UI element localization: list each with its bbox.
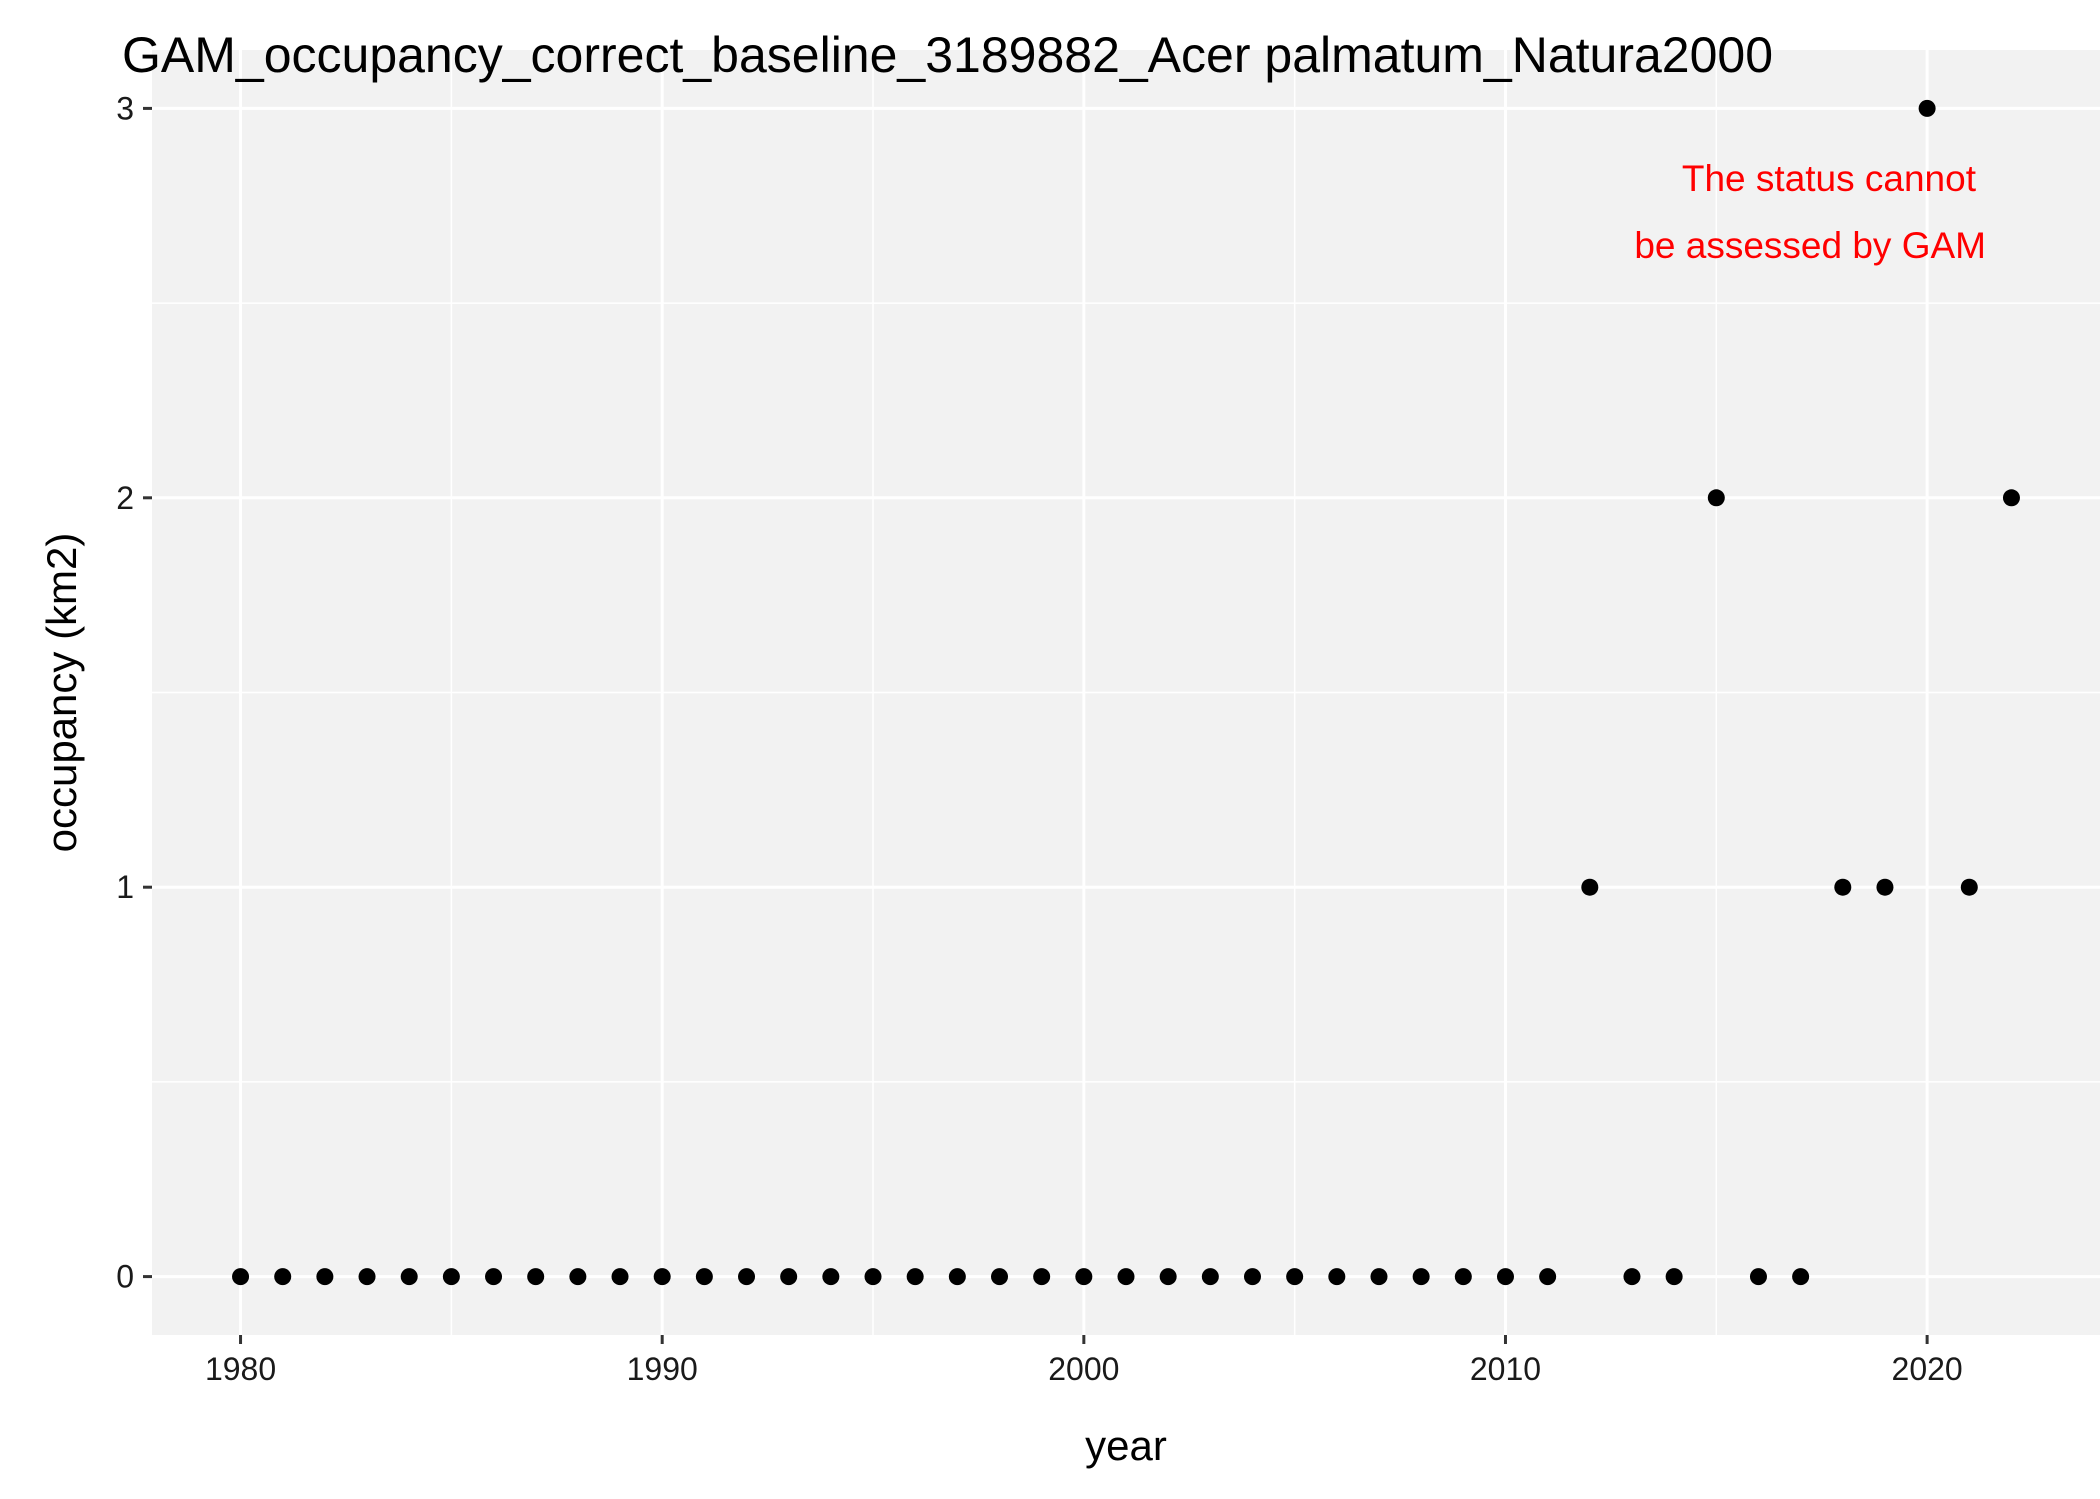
data-point [358, 1268, 376, 1286]
data-point [1075, 1268, 1093, 1286]
data-point [1201, 1268, 1219, 1286]
data-point [991, 1268, 1009, 1286]
data-point [695, 1268, 713, 1286]
annotation-line-1: The status cannot [1682, 158, 1977, 199]
data-point [527, 1268, 545, 1286]
data-point [1286, 1268, 1304, 1286]
data-point [1918, 99, 1936, 117]
x-tick-label: 1980 [205, 1351, 276, 1387]
data-point [906, 1268, 924, 1286]
data-point [274, 1268, 292, 1286]
y-tick-label: 3 [116, 90, 134, 126]
y-tick-label: 2 [116, 480, 134, 516]
x-tick-label: 2020 [1892, 1351, 1963, 1387]
data-point [400, 1268, 418, 1286]
data-point [822, 1268, 840, 1286]
annotation-line-2: be assessed by GAM [1634, 225, 1986, 266]
data-point [485, 1268, 503, 1286]
data-point [2002, 489, 2020, 507]
data-point [1665, 1268, 1683, 1286]
data-point [611, 1268, 629, 1286]
y-tick-label: 1 [116, 869, 134, 905]
data-point [1834, 878, 1852, 896]
data-point [1749, 1268, 1767, 1286]
data-point [864, 1268, 882, 1286]
data-point [1454, 1268, 1472, 1286]
grid-lines [152, 50, 2100, 1335]
y-axis-title: occupancy (km2) [38, 533, 85, 853]
x-tick-label: 1990 [627, 1351, 698, 1387]
data-points [232, 99, 2020, 1286]
data-point [653, 1268, 671, 1286]
data-point [780, 1268, 798, 1286]
data-point [1370, 1268, 1388, 1286]
x-tick-label: 2010 [1470, 1351, 1541, 1387]
data-point [1496, 1268, 1514, 1286]
data-point [569, 1268, 587, 1286]
data-point [1243, 1268, 1261, 1286]
y-tick-label: 0 [116, 1259, 134, 1295]
x-tick-label: 2000 [1048, 1351, 1119, 1387]
data-point [1792, 1268, 1810, 1286]
data-point [1412, 1268, 1430, 1286]
data-point [1960, 878, 1978, 896]
data-point [948, 1268, 966, 1286]
data-point [1117, 1268, 1135, 1286]
data-point [1623, 1268, 1641, 1286]
x-axis-title: year [1085, 1422, 1167, 1469]
data-point [1876, 878, 1894, 896]
data-point [1159, 1268, 1177, 1286]
data-point [442, 1268, 460, 1286]
data-point [1707, 489, 1725, 507]
data-point [232, 1268, 250, 1286]
data-point [1581, 878, 1599, 896]
data-point [1328, 1268, 1346, 1286]
data-point [1539, 1268, 1557, 1286]
data-point [738, 1268, 756, 1286]
data-point [1033, 1268, 1051, 1286]
chart-title: GAM_occupancy_correct_baseline_3189882_A… [122, 27, 1773, 83]
axes: 1980 1990 2000 2010 2020 0 1 2 3 [116, 90, 1963, 1387]
data-point [316, 1268, 334, 1286]
